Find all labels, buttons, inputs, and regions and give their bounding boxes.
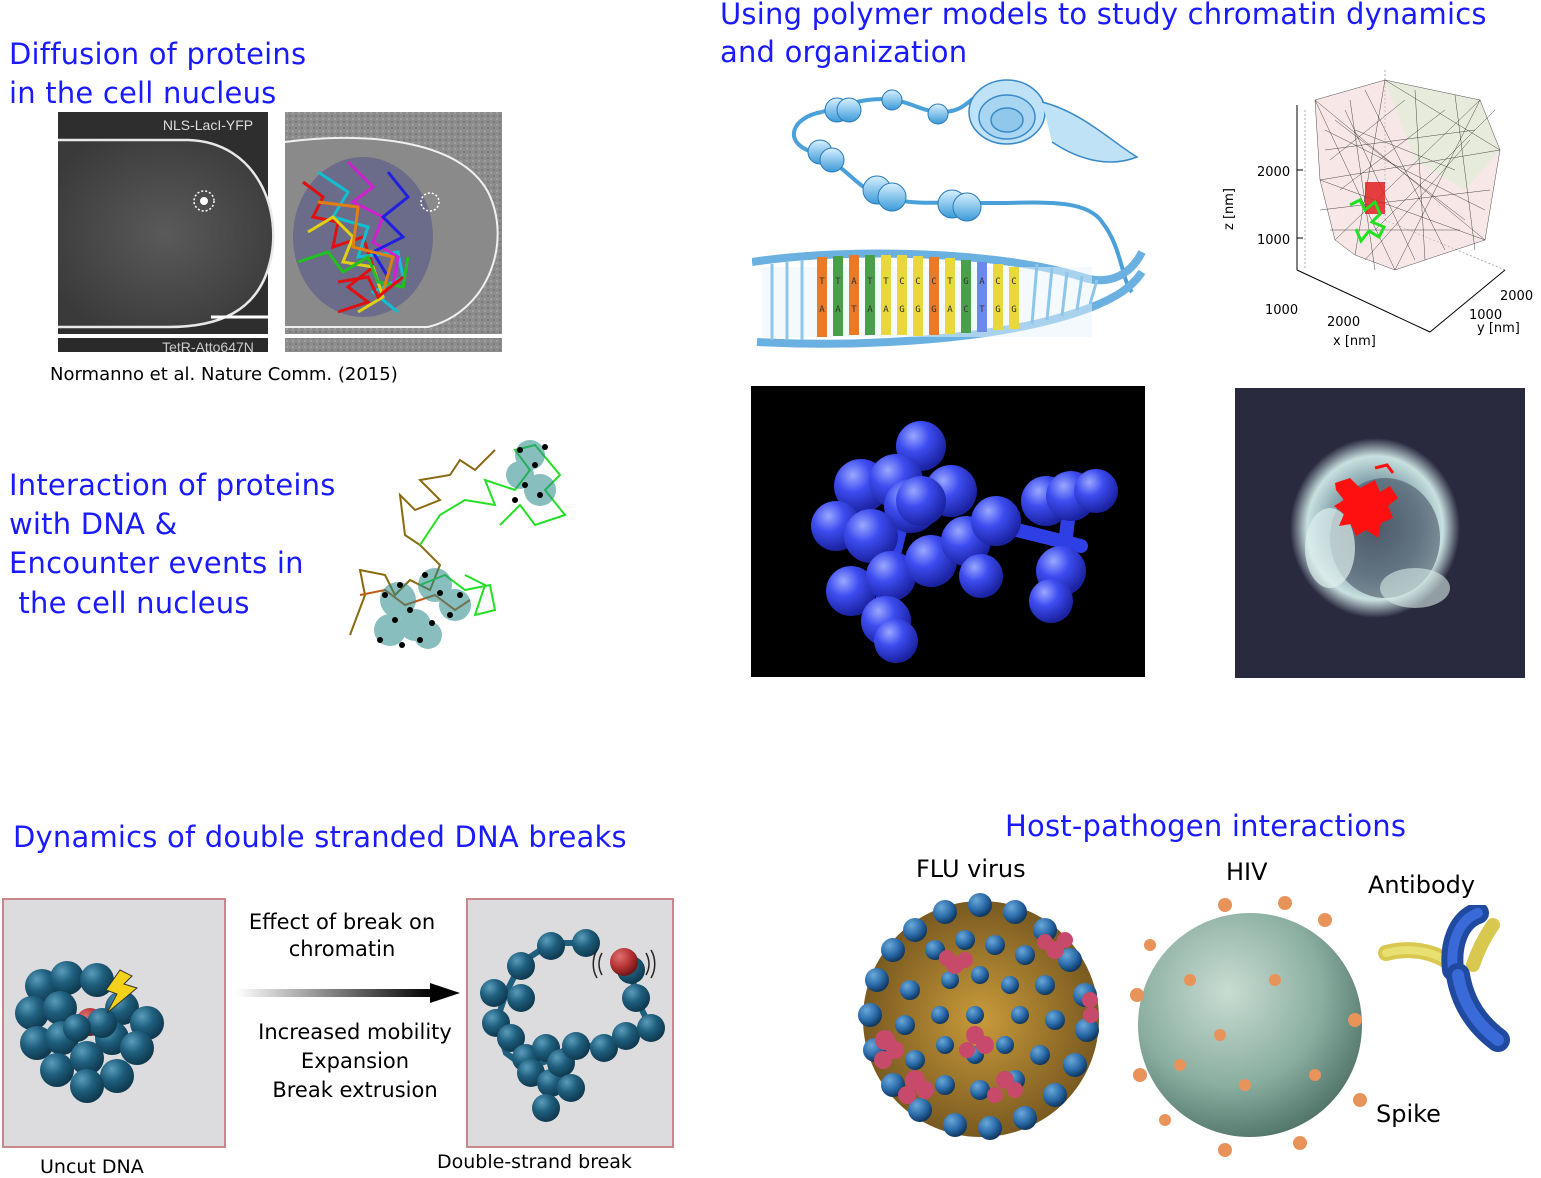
citation: Normanno et al. Nature Comm. (2015) <box>50 364 398 385</box>
dsb-title: Dynamics of double stranded DNA breaks <box>13 820 627 854</box>
trajectory-cluster <box>293 157 433 317</box>
effect-mobility: Increased mobility <box>258 1020 452 1044</box>
x-axis-label: x [nm] <box>1333 334 1376 349</box>
dna-base-bottom: G <box>1011 305 1016 315</box>
effect-expansion: Expansion <box>300 1049 410 1073</box>
dna-base-top: T <box>835 277 841 287</box>
interaction-line3: Encounter events in <box>9 546 304 580</box>
antibody-illustration <box>1378 905 1510 1052</box>
dna-base-top: C <box>915 277 920 287</box>
z-axis-label: z [nm] <box>1222 188 1237 230</box>
z-tick-2000: 2000 <box>1257 165 1290 180</box>
dna-base-top: A <box>979 277 985 287</box>
panel-label-bottom: TetR-Atto647N <box>162 339 254 352</box>
panel-label-top: NLS-LacI-YFP <box>163 117 253 133</box>
x-tick-2000: 2000 <box>1327 315 1360 330</box>
hiv-virus-illustration <box>1130 896 1367 1157</box>
dna-base-top: C <box>899 277 904 287</box>
polymer-3d-plot: 2000 1000 z [nm] 1000 2000 x [nm] 2000 1… <box>1222 70 1533 349</box>
bead-polymer-render <box>751 386 1145 677</box>
double-strand-break-panel <box>466 898 674 1148</box>
arrow-label-line1: Effect of break on <box>248 910 436 934</box>
dna-base-bottom: A <box>867 305 873 315</box>
nucleus-microscopy-trajectory <box>1235 388 1525 678</box>
arrow-label: Effect of break on chromatin <box>232 909 452 963</box>
dna-base-top: T <box>947 277 953 287</box>
diffusion-title-line2: in the cell nucleus <box>9 76 277 110</box>
dna-base-bottom: G <box>915 305 920 315</box>
dna-base-bottom: A <box>883 305 889 315</box>
dna-base-top: T <box>867 277 873 287</box>
dna-base-bottom: G <box>931 305 936 315</box>
dna-base-top: C <box>931 277 936 287</box>
diffusion-title-line1: Diffusion of proteins <box>9 37 307 71</box>
y-tick-1000: 1000 <box>1469 308 1502 323</box>
microscopy-figure: NLS-LacI-YFP TetR-Atto647N <box>58 112 502 352</box>
dna-base-bottom: C <box>963 305 968 315</box>
uncut-dna-panel <box>2 898 226 1148</box>
hiv-label: HIV <box>1226 858 1268 886</box>
interaction-line1: Interaction of proteins <box>9 468 336 502</box>
effect-extrusion: Break extrusion <box>272 1078 438 1102</box>
dna-base-bottom: G <box>899 305 904 315</box>
double-strand-break-caption: Double-strand break <box>437 1151 632 1173</box>
y-axis-label: y [nm] <box>1477 321 1520 336</box>
polymer-title-line2: and organization <box>720 35 968 69</box>
effects-list: Increased mobility Expansion Break extru… <box>240 1018 470 1105</box>
dna-base-bottom: A <box>947 305 953 315</box>
dna-base-bottom: A <box>819 305 825 315</box>
dna-base-top: G <box>963 277 968 287</box>
flu-virus-illustration <box>858 893 1099 1140</box>
dna-base-top: A <box>851 277 857 287</box>
antibody-label: Antibody <box>1368 871 1476 899</box>
dna-base-bottom: T <box>979 305 985 315</box>
x-tick-1000: 1000 <box>1265 303 1298 318</box>
interaction-line4: the cell nucleus <box>9 586 250 620</box>
arrow-label-line2: chromatin <box>288 937 396 961</box>
dna-base-bottom: A <box>835 305 841 315</box>
encounter-trajectory <box>349 440 567 649</box>
z-tick-1000: 1000 <box>1257 233 1290 248</box>
dna-base-top: T <box>883 277 889 287</box>
interaction-line2: with DNA & <box>9 507 178 541</box>
dna-base-top: C <box>1011 277 1016 287</box>
dna-base-top: C <box>995 277 1000 287</box>
dna-base-bottom: G <box>995 305 1000 315</box>
spike-label: Spike <box>1376 1100 1441 1128</box>
dna-base-bottom: T <box>851 305 857 315</box>
y-tick-2000: 2000 <box>1500 289 1533 304</box>
flu-label: FLU virus <box>916 855 1026 883</box>
dna-base-top: T <box>819 277 825 287</box>
polymer-title-line1: Using polymer models to study chromatin … <box>720 0 1487 31</box>
uncut-dna-caption: Uncut DNA <box>40 1156 144 1178</box>
host-title: Host-pathogen interactions <box>1005 809 1407 843</box>
transition-arrow <box>236 983 460 1003</box>
